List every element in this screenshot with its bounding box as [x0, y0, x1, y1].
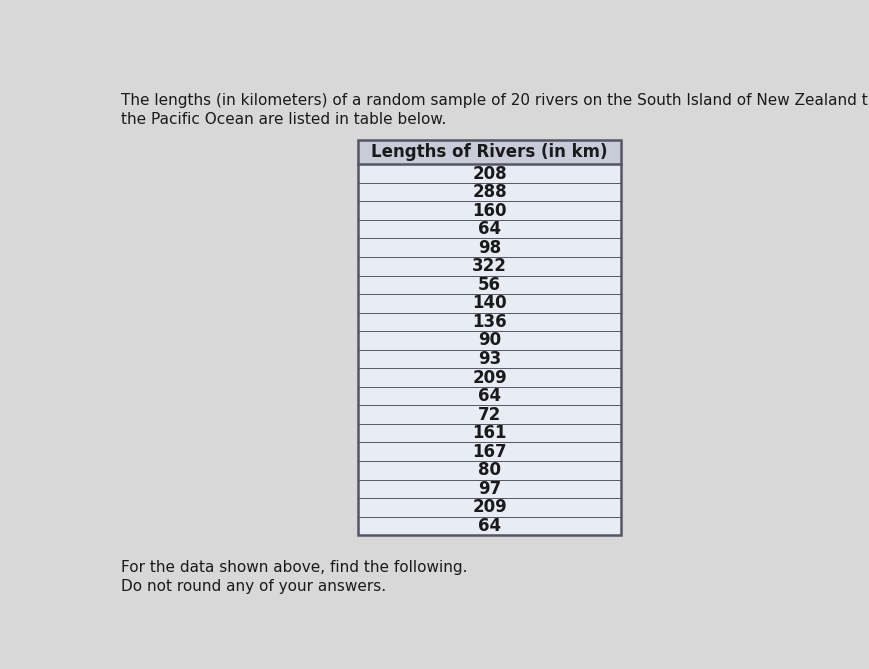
- Bar: [358, 276, 620, 294]
- Bar: [358, 350, 620, 368]
- Bar: [358, 387, 620, 405]
- Bar: [358, 238, 620, 257]
- Text: 208: 208: [472, 165, 507, 183]
- Bar: [358, 368, 620, 387]
- Bar: [358, 461, 620, 480]
- Bar: [358, 480, 620, 498]
- Bar: [358, 257, 620, 276]
- Bar: [358, 405, 620, 424]
- Bar: [358, 331, 620, 350]
- Bar: [358, 140, 620, 165]
- Text: For the data shown above, find the following.: For the data shown above, find the follo…: [121, 561, 467, 575]
- Text: 64: 64: [478, 387, 501, 405]
- Text: Do not round any of your answers.: Do not round any of your answers.: [121, 579, 386, 594]
- Text: 140: 140: [472, 294, 507, 312]
- Text: 97: 97: [478, 480, 501, 498]
- Text: 288: 288: [472, 183, 507, 201]
- Bar: [358, 201, 620, 220]
- Text: 322: 322: [472, 258, 507, 275]
- Bar: [358, 498, 620, 516]
- Bar: [358, 294, 620, 312]
- Text: 209: 209: [472, 369, 507, 387]
- Text: The lengths (in kilometers) of a random sample of 20 rivers on the South Island : The lengths (in kilometers) of a random …: [121, 93, 869, 108]
- Text: 209: 209: [472, 498, 507, 516]
- Text: 80: 80: [478, 461, 501, 479]
- Bar: [358, 424, 620, 442]
- Text: 167: 167: [472, 443, 507, 461]
- Text: the Pacific Ocean are listed in table below.: the Pacific Ocean are listed in table be…: [121, 112, 446, 127]
- Text: 56: 56: [478, 276, 501, 294]
- Bar: [358, 220, 620, 238]
- Text: 64: 64: [478, 220, 501, 238]
- Text: 161: 161: [472, 424, 507, 442]
- Bar: [358, 183, 620, 201]
- Text: 90: 90: [478, 331, 501, 349]
- Text: 136: 136: [472, 313, 507, 331]
- Text: 93: 93: [478, 350, 501, 368]
- Text: 72: 72: [478, 405, 501, 423]
- Text: 64: 64: [478, 517, 501, 535]
- Bar: [358, 516, 620, 535]
- Text: 98: 98: [478, 239, 501, 257]
- Text: 160: 160: [472, 201, 507, 219]
- Bar: [358, 312, 620, 331]
- Text: Lengths of Rivers (in km): Lengths of Rivers (in km): [371, 143, 607, 161]
- Bar: [358, 442, 620, 461]
- Bar: [358, 165, 620, 183]
